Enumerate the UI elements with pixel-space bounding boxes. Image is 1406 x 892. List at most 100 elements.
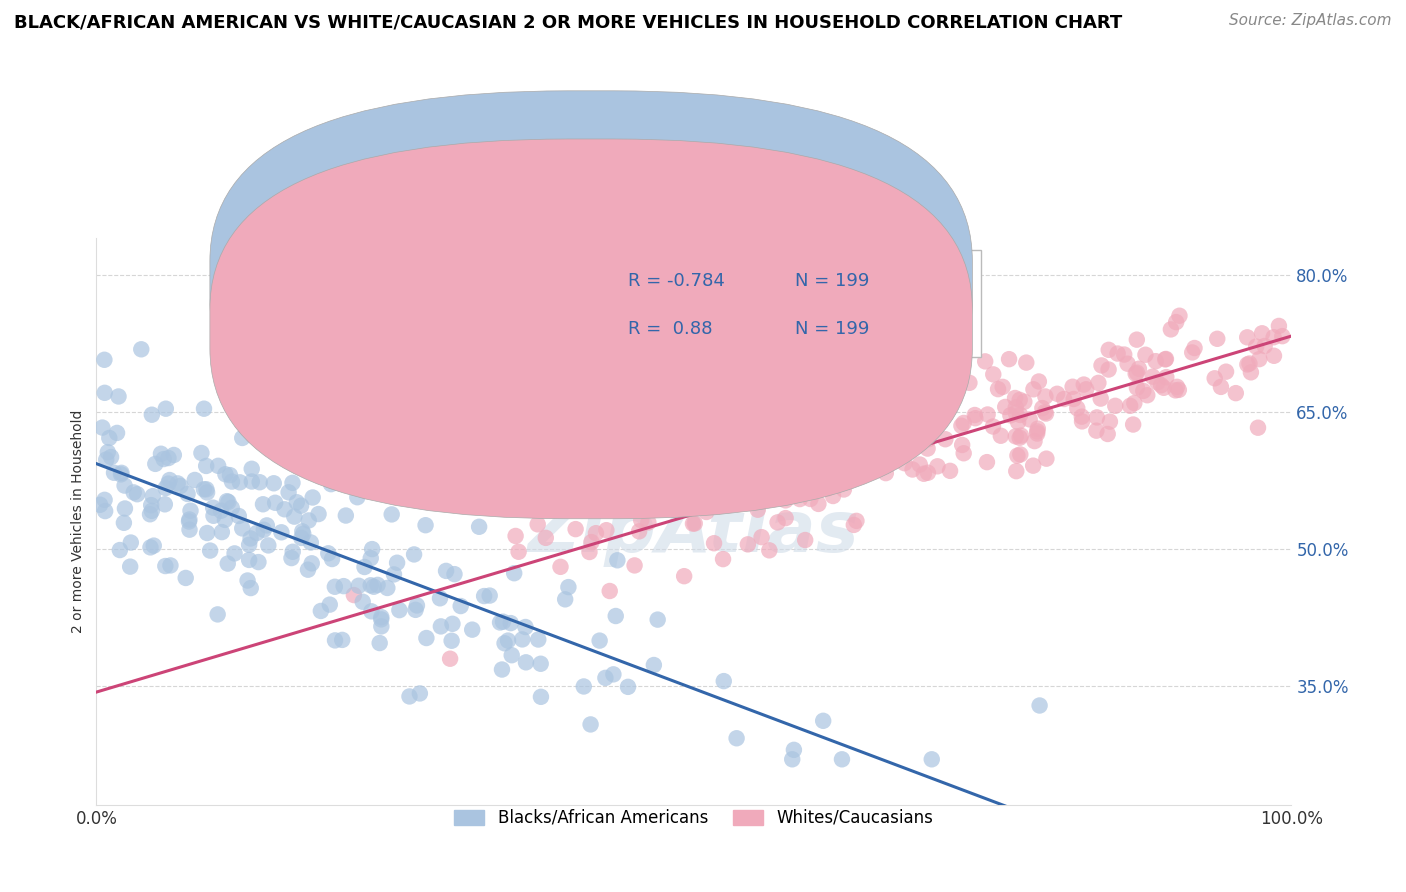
Point <box>281 475 304 490</box>
Point <box>404 548 426 562</box>
Point <box>889 375 911 389</box>
Point <box>290 499 312 513</box>
Point <box>193 401 215 416</box>
Point <box>179 504 201 518</box>
Point <box>195 458 218 473</box>
Point <box>100 450 122 464</box>
Point <box>515 656 537 670</box>
Point <box>381 508 404 522</box>
Point <box>335 508 357 523</box>
Point <box>510 632 533 647</box>
Point <box>643 658 665 673</box>
Point <box>974 354 997 368</box>
Point <box>647 500 669 514</box>
Point <box>270 525 292 540</box>
Point <box>780 752 803 766</box>
Point <box>934 432 956 446</box>
Point <box>301 491 323 505</box>
Point <box>1007 449 1029 463</box>
Point <box>991 380 1014 394</box>
Point <box>370 619 392 633</box>
Point <box>114 501 136 516</box>
Point <box>1263 330 1285 344</box>
Point <box>441 616 464 631</box>
Point <box>1090 359 1112 373</box>
Point <box>163 448 186 462</box>
Point <box>141 504 163 518</box>
Point <box>1004 391 1026 405</box>
Point <box>825 470 848 484</box>
FancyBboxPatch shape <box>538 250 981 357</box>
Point <box>1097 427 1119 442</box>
Point <box>195 485 218 500</box>
Point <box>775 511 797 525</box>
Point <box>1114 347 1136 361</box>
Point <box>1004 429 1026 443</box>
Point <box>1244 340 1267 354</box>
Point <box>628 524 651 539</box>
Point <box>301 557 323 571</box>
Point <box>247 555 270 569</box>
Point <box>606 553 628 567</box>
Point <box>1071 414 1094 428</box>
Point <box>155 481 177 495</box>
Point <box>1240 365 1263 379</box>
Point <box>550 559 572 574</box>
Point <box>1028 698 1050 713</box>
Point <box>415 518 437 533</box>
Point <box>1098 343 1121 357</box>
Point <box>1128 361 1150 376</box>
Point <box>491 663 513 677</box>
Point <box>409 686 432 700</box>
Point <box>789 491 811 506</box>
Point <box>110 467 132 482</box>
Point <box>503 566 526 581</box>
Point <box>787 450 810 464</box>
Point <box>910 404 932 418</box>
Point <box>198 543 221 558</box>
Point <box>159 558 181 573</box>
Point <box>143 457 166 471</box>
Point <box>316 546 339 560</box>
Point <box>256 518 278 533</box>
Point <box>153 497 176 511</box>
Point <box>908 458 931 472</box>
Point <box>1125 367 1147 381</box>
Point <box>1166 315 1188 329</box>
Point <box>177 515 200 529</box>
Point <box>1119 399 1142 413</box>
Point <box>108 543 131 558</box>
Point <box>240 475 263 489</box>
Point <box>835 414 858 428</box>
Point <box>588 633 610 648</box>
Point <box>139 508 162 522</box>
Point <box>155 401 177 416</box>
Point <box>1035 407 1057 421</box>
Point <box>468 492 491 507</box>
Point <box>245 417 267 432</box>
Point <box>501 648 523 663</box>
Point <box>581 535 603 549</box>
Point <box>398 690 420 704</box>
Point <box>332 579 354 593</box>
Point <box>169 479 191 493</box>
Point <box>554 592 576 607</box>
Point <box>382 567 405 582</box>
Point <box>811 714 834 728</box>
Point <box>1184 341 1206 355</box>
Point <box>1126 333 1149 347</box>
Point <box>406 599 429 613</box>
Point <box>1144 354 1167 368</box>
Point <box>1135 348 1157 362</box>
Point <box>249 475 271 490</box>
Point <box>845 514 868 528</box>
Point <box>821 450 844 464</box>
Text: BLACK/AFRICAN AMERICAN VS WHITE/CAUCASIAN 2 OR MORE VEHICLES IN HOUSEHOLD CORREL: BLACK/AFRICAN AMERICAN VS WHITE/CAUCASIA… <box>14 13 1122 31</box>
Point <box>707 481 730 495</box>
Point <box>1104 399 1126 413</box>
Point <box>429 591 451 606</box>
Point <box>195 483 218 497</box>
Point <box>915 429 938 443</box>
Point <box>385 556 408 570</box>
Point <box>1271 329 1294 343</box>
